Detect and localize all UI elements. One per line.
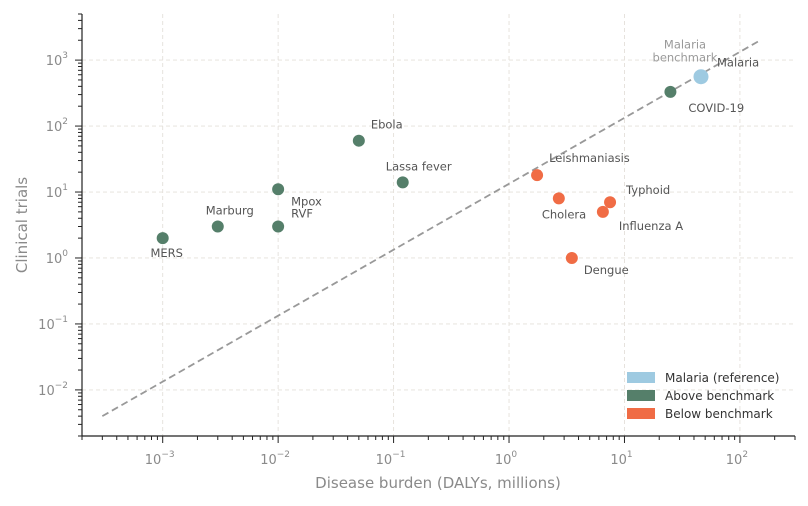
grid bbox=[82, 14, 795, 436]
point-label-rvf: RVF bbox=[291, 207, 313, 221]
point-dengue bbox=[565, 251, 578, 264]
point-ebola bbox=[352, 134, 365, 147]
legend-label-malaria-reference: Malaria (reference) bbox=[665, 371, 780, 385]
y-tick-label: 10−2 bbox=[38, 381, 68, 399]
benchmark-line-group bbox=[101, 39, 761, 417]
x-tick-label: 10−1 bbox=[376, 450, 406, 468]
benchmark-label: Malaria benchmark bbox=[653, 38, 718, 65]
legend-label-below-benchmark: Below benchmark bbox=[665, 407, 773, 421]
y-tick-label: 103 bbox=[46, 51, 68, 69]
legend-swatch-malaria-reference bbox=[627, 372, 655, 383]
point-influenza-a bbox=[596, 205, 609, 218]
point-leishmaniasis bbox=[531, 169, 544, 182]
y-tick-label: 102 bbox=[46, 117, 68, 135]
y-tick-label: 100 bbox=[46, 249, 69, 267]
point-label-covid-19: COVID-19 bbox=[688, 101, 744, 115]
point-label-marburg: Marburg bbox=[206, 204, 254, 218]
point-label-ebola: Ebola bbox=[371, 118, 403, 132]
x-axis-title: Disease burden (DALYs, millions) bbox=[315, 474, 561, 492]
point-label-leishmaniasis: Leishmaniasis bbox=[549, 151, 630, 165]
x-tick-label: 10−3 bbox=[145, 450, 175, 468]
point-mpox bbox=[272, 183, 285, 196]
y-tick-label: 101 bbox=[46, 183, 68, 201]
point-mers bbox=[156, 232, 169, 245]
x-tick-label: 10−2 bbox=[260, 450, 290, 468]
point-covid-19 bbox=[664, 85, 677, 98]
y-axis-title: Clinical trials bbox=[13, 177, 31, 273]
point-label-cholera: Cholera bbox=[542, 207, 586, 221]
point-lassa-fever bbox=[396, 176, 409, 189]
legend-label-above-benchmark: Above benchmark bbox=[665, 389, 774, 403]
point-label-dengue: Dengue bbox=[584, 263, 629, 277]
legend-swatch-above-benchmark bbox=[627, 390, 655, 401]
point-label-malaria: Malaria bbox=[717, 56, 759, 70]
point-typhoid bbox=[604, 196, 617, 209]
x-tick-label: 100 bbox=[495, 450, 518, 468]
point-label-mpox: Mpox bbox=[291, 194, 322, 208]
point-label-typhoid: Typhoid bbox=[625, 183, 670, 197]
benchmark-line bbox=[101, 39, 761, 417]
data-points bbox=[156, 69, 709, 264]
point-cholera bbox=[552, 192, 565, 205]
legend-swatch-below-benchmark bbox=[627, 408, 655, 419]
point-label-mers: MERS bbox=[150, 246, 182, 260]
ticks: 10−3 10−2 10−1 100 101 102 10−2 10−1 100 101 102 10… bbox=[38, 13, 796, 468]
point-label-influenza-a: Influenza A bbox=[619, 219, 683, 233]
point-rvf bbox=[272, 220, 285, 233]
point-malaria bbox=[693, 69, 709, 85]
y-tick-label: 10−1 bbox=[38, 315, 68, 333]
point-label-lassa-fever: Lassa fever bbox=[386, 159, 452, 173]
axes bbox=[81, 14, 795, 437]
legend: Malaria (reference) Above benchmark Below … bbox=[627, 371, 780, 421]
point-marburg bbox=[211, 220, 224, 233]
x-tick-label: 102 bbox=[726, 450, 748, 468]
x-tick-label: 101 bbox=[610, 450, 632, 468]
